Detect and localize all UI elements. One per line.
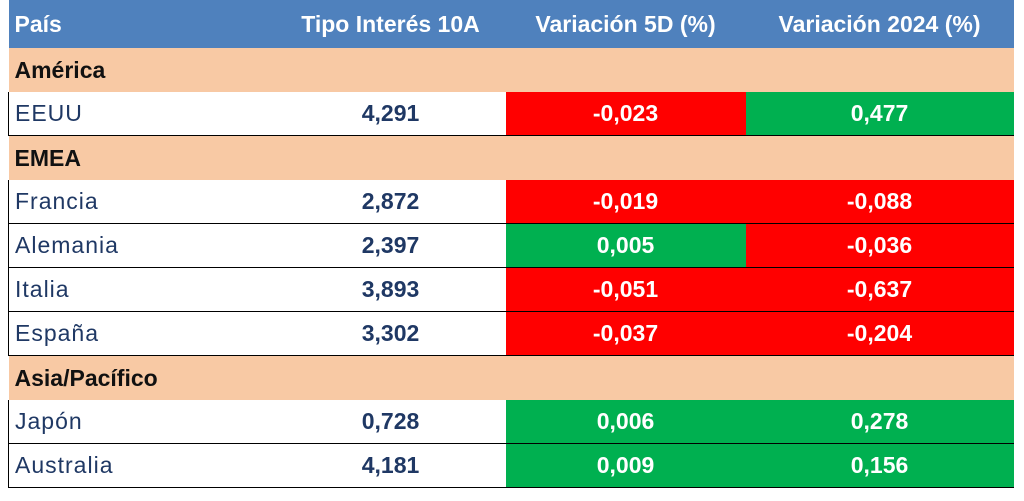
data-row: EEUU 4,291 -0,023 0,477	[8, 92, 1014, 136]
value-cell: 0,005	[505, 223, 746, 268]
value-cell: 3,893	[275, 267, 506, 312]
group-name: América	[8, 48, 1014, 92]
value-cell: 3,302	[275, 311, 506, 356]
value-cell: -0,637	[745, 267, 1014, 312]
group-row: EMEA	[8, 135, 1014, 180]
country-name: Australia	[8, 443, 276, 488]
value-cell: -0,037	[505, 311, 746, 356]
value-cell: -0,204	[745, 311, 1014, 356]
data-row: Japón 0,728 0,006 0,278	[8, 400, 1014, 444]
value-cell: 2,397	[275, 223, 506, 268]
header-cell: País	[8, 0, 276, 48]
country-name: Alemania	[8, 223, 276, 268]
value-cell: -0,019	[505, 180, 746, 224]
value-cell: -0,088	[745, 180, 1014, 224]
group-row: América	[8, 48, 1014, 92]
value-cell: 4,181	[275, 443, 506, 488]
value-cell: -0,051	[505, 267, 746, 312]
data-row: Italia 3,893 -0,051 -0,637	[8, 267, 1014, 312]
header-cell: Tipo Interés 10A	[275, 0, 506, 48]
group-name: EMEA	[8, 135, 1014, 180]
country-name: Italia	[8, 267, 276, 312]
group-row: Asia/Pacífico	[8, 355, 1014, 400]
header-row: País Tipo Interés 10A Variación 5D (%) Vari…	[8, 0, 1014, 48]
value-cell: 2,872	[275, 180, 506, 224]
value-cell: 0,156	[745, 443, 1014, 488]
country-name: Japón	[8, 400, 276, 444]
data-row: España 3,302 -0,037 -0,204	[8, 311, 1014, 356]
rates-table: País Tipo Interés 10A Variación 5D (%) Vari…	[8, 0, 1014, 488]
value-cell: 0,477	[745, 92, 1014, 136]
country-name: España	[8, 311, 276, 356]
data-row: Francia 2,872 -0,019 -0,088	[8, 180, 1014, 224]
header-cell: Variación 2024 (%)	[745, 0, 1014, 48]
country-name: EEUU	[8, 92, 276, 136]
value-cell: -0,023	[505, 92, 746, 136]
value-cell: 0,728	[275, 400, 506, 444]
table-body: América EEUU 4,291 -0,023 0,477 EMEA Francia 2,…	[8, 48, 1014, 488]
value-cell: 0,278	[745, 400, 1014, 444]
value-cell: 0,006	[505, 400, 746, 444]
data-row: Australia 4,181 0,009 0,156	[8, 443, 1014, 488]
value-cell: -0,036	[745, 223, 1014, 268]
group-name: Asia/Pacífico	[8, 355, 1014, 400]
value-cell: 0,009	[505, 443, 746, 488]
header-cell: Variación 5D (%)	[505, 0, 746, 48]
data-row: Alemania 2,397 0,005 -0,036	[8, 223, 1014, 268]
value-cell: 4,291	[275, 92, 506, 136]
country-name: Francia	[8, 180, 276, 224]
